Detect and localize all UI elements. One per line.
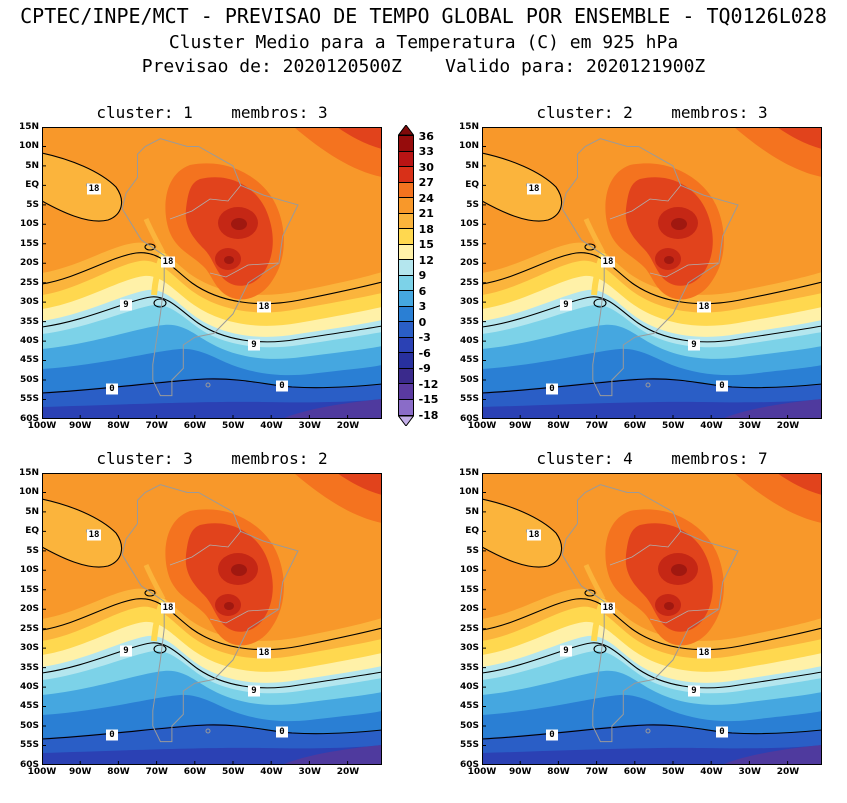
lat-axis: 15N 10N 5N EQ 5S 10S 15S 20S 25S 30S 35S 40S 45S 50S 5… [458,122,479,424]
lon-axis: 100W 90W 80W 70W 60W 50W 40W 30W 20W [467,767,800,777]
header-subtitle: Cluster Medio para a Temperatura (C) em … [168,32,679,53]
chart-header: CPTEC/INPE/MCT - PREVISAO DE TEMPO GLOBA… [0,0,847,77]
colorbar-cell [398,151,413,167]
lat-axis: 15N 10N 5N EQ 5S 10S 15S 20S 25S 30S 35S 40S 45S 50S 5… [458,468,479,770]
panel-row-bottom: cluster: 3 membros: 2 15N 10N 5N EQ 5S 10S 15S… [14,449,833,781]
colorbar-cell [398,229,413,245]
lat-axis: 15N 10N 5N EQ 5S 10S 15S 20S 25S 30S 35S 40S 45S 50S 5… [18,122,39,424]
temperature-map [42,473,382,765]
colorbar-cell [398,306,413,322]
colorbar-cells [397,135,414,416]
colorbar-cell [398,260,413,276]
colorbar-cell [398,353,413,369]
colorbar-cell [398,136,413,152]
temperature-map [42,127,382,419]
cluster-panel-1: cluster: 1 membros: 3 15N 10N 5N EQ 5S 10S 15S… [14,103,382,435]
panel-title: cluster: 4 membros: 7 [536,449,768,468]
gutter-spacer [382,449,454,471]
colorbar-cell [398,384,413,400]
colorbar-cell [398,337,413,353]
colorbar-arrow-up-icon [397,125,414,135]
cluster-panel-4: cluster: 4 membros: 7 15N 10N 5N EQ 5S 10S 15S… [454,449,822,781]
colorbar: 36 33 30 27 24 21 18 15 12 9 6 3 0 -3 -6 -9 -12 -15 -18 [397,125,439,426]
panel-title: cluster: 1 membros: 3 [96,103,328,122]
colorbar-cell [398,399,413,415]
colorbar-cell [398,198,413,214]
panel-row-top: cluster: 1 membros: 3 15N 10N 5N EQ 5S 10S 15S… [14,103,833,435]
header-title: CPTEC/INPE/MCT - PREVISAO DE TEMPO GLOBA… [20,4,827,28]
cluster-panel-2: cluster: 2 membros: 3 15N 10N 5N EQ 5S 10S 15S… [454,103,822,435]
lon-axis: 100W 90W 80W 70W 60W 50W 40W 30W 20W [27,421,360,431]
panel-title: cluster: 3 membros: 2 [96,449,328,468]
colorbar-arrow-down-icon [397,416,414,426]
header-valid-times: Previsao de: 2020120500Z Valido para: 20… [141,56,706,77]
colorbar-cell [398,244,413,260]
lon-axis: 100W 90W 80W 70W 60W 50W 40W 30W 20W [27,767,360,777]
colorbar-cell [398,213,413,229]
panel-title: cluster: 2 membros: 3 [536,103,768,122]
colorbar-cell [398,322,413,338]
temperature-map [482,473,822,765]
colorbar-cell [398,182,413,198]
cluster-panel-3: cluster: 3 membros: 2 15N 10N 5N EQ 5S 10S 15S… [14,449,382,781]
lon-axis: 100W 90W 80W 70W 60W 50W 40W 30W 20W [467,421,800,431]
colorbar-labels: 36 33 30 27 24 21 18 15 12 9 6 3 0 -3 -6 -9 -12 -15 -18 [418,129,439,422]
colorbar-cell [398,291,413,307]
ensemble-temperature-chart: CPTEC/INPE/MCT - PREVISAO DE TEMPO GLOBA… [0,0,847,781]
colorbar-gutter: 36 33 30 27 24 21 18 15 12 9 6 3 0 -3 -6 -9 -12 -15 -18 [382,103,454,426]
lat-axis: 15N 10N 5N EQ 5S 10S 15S 20S 25S 30S 35S 40S 45S 50S 5… [18,468,39,770]
colorbar-cell [398,275,413,291]
temperature-map [482,127,822,419]
colorbar-cell [398,167,413,183]
panel-grid: cluster: 1 membros: 3 15N 10N 5N EQ 5S 10S 15S… [0,103,847,781]
colorbar-cell [398,368,413,384]
